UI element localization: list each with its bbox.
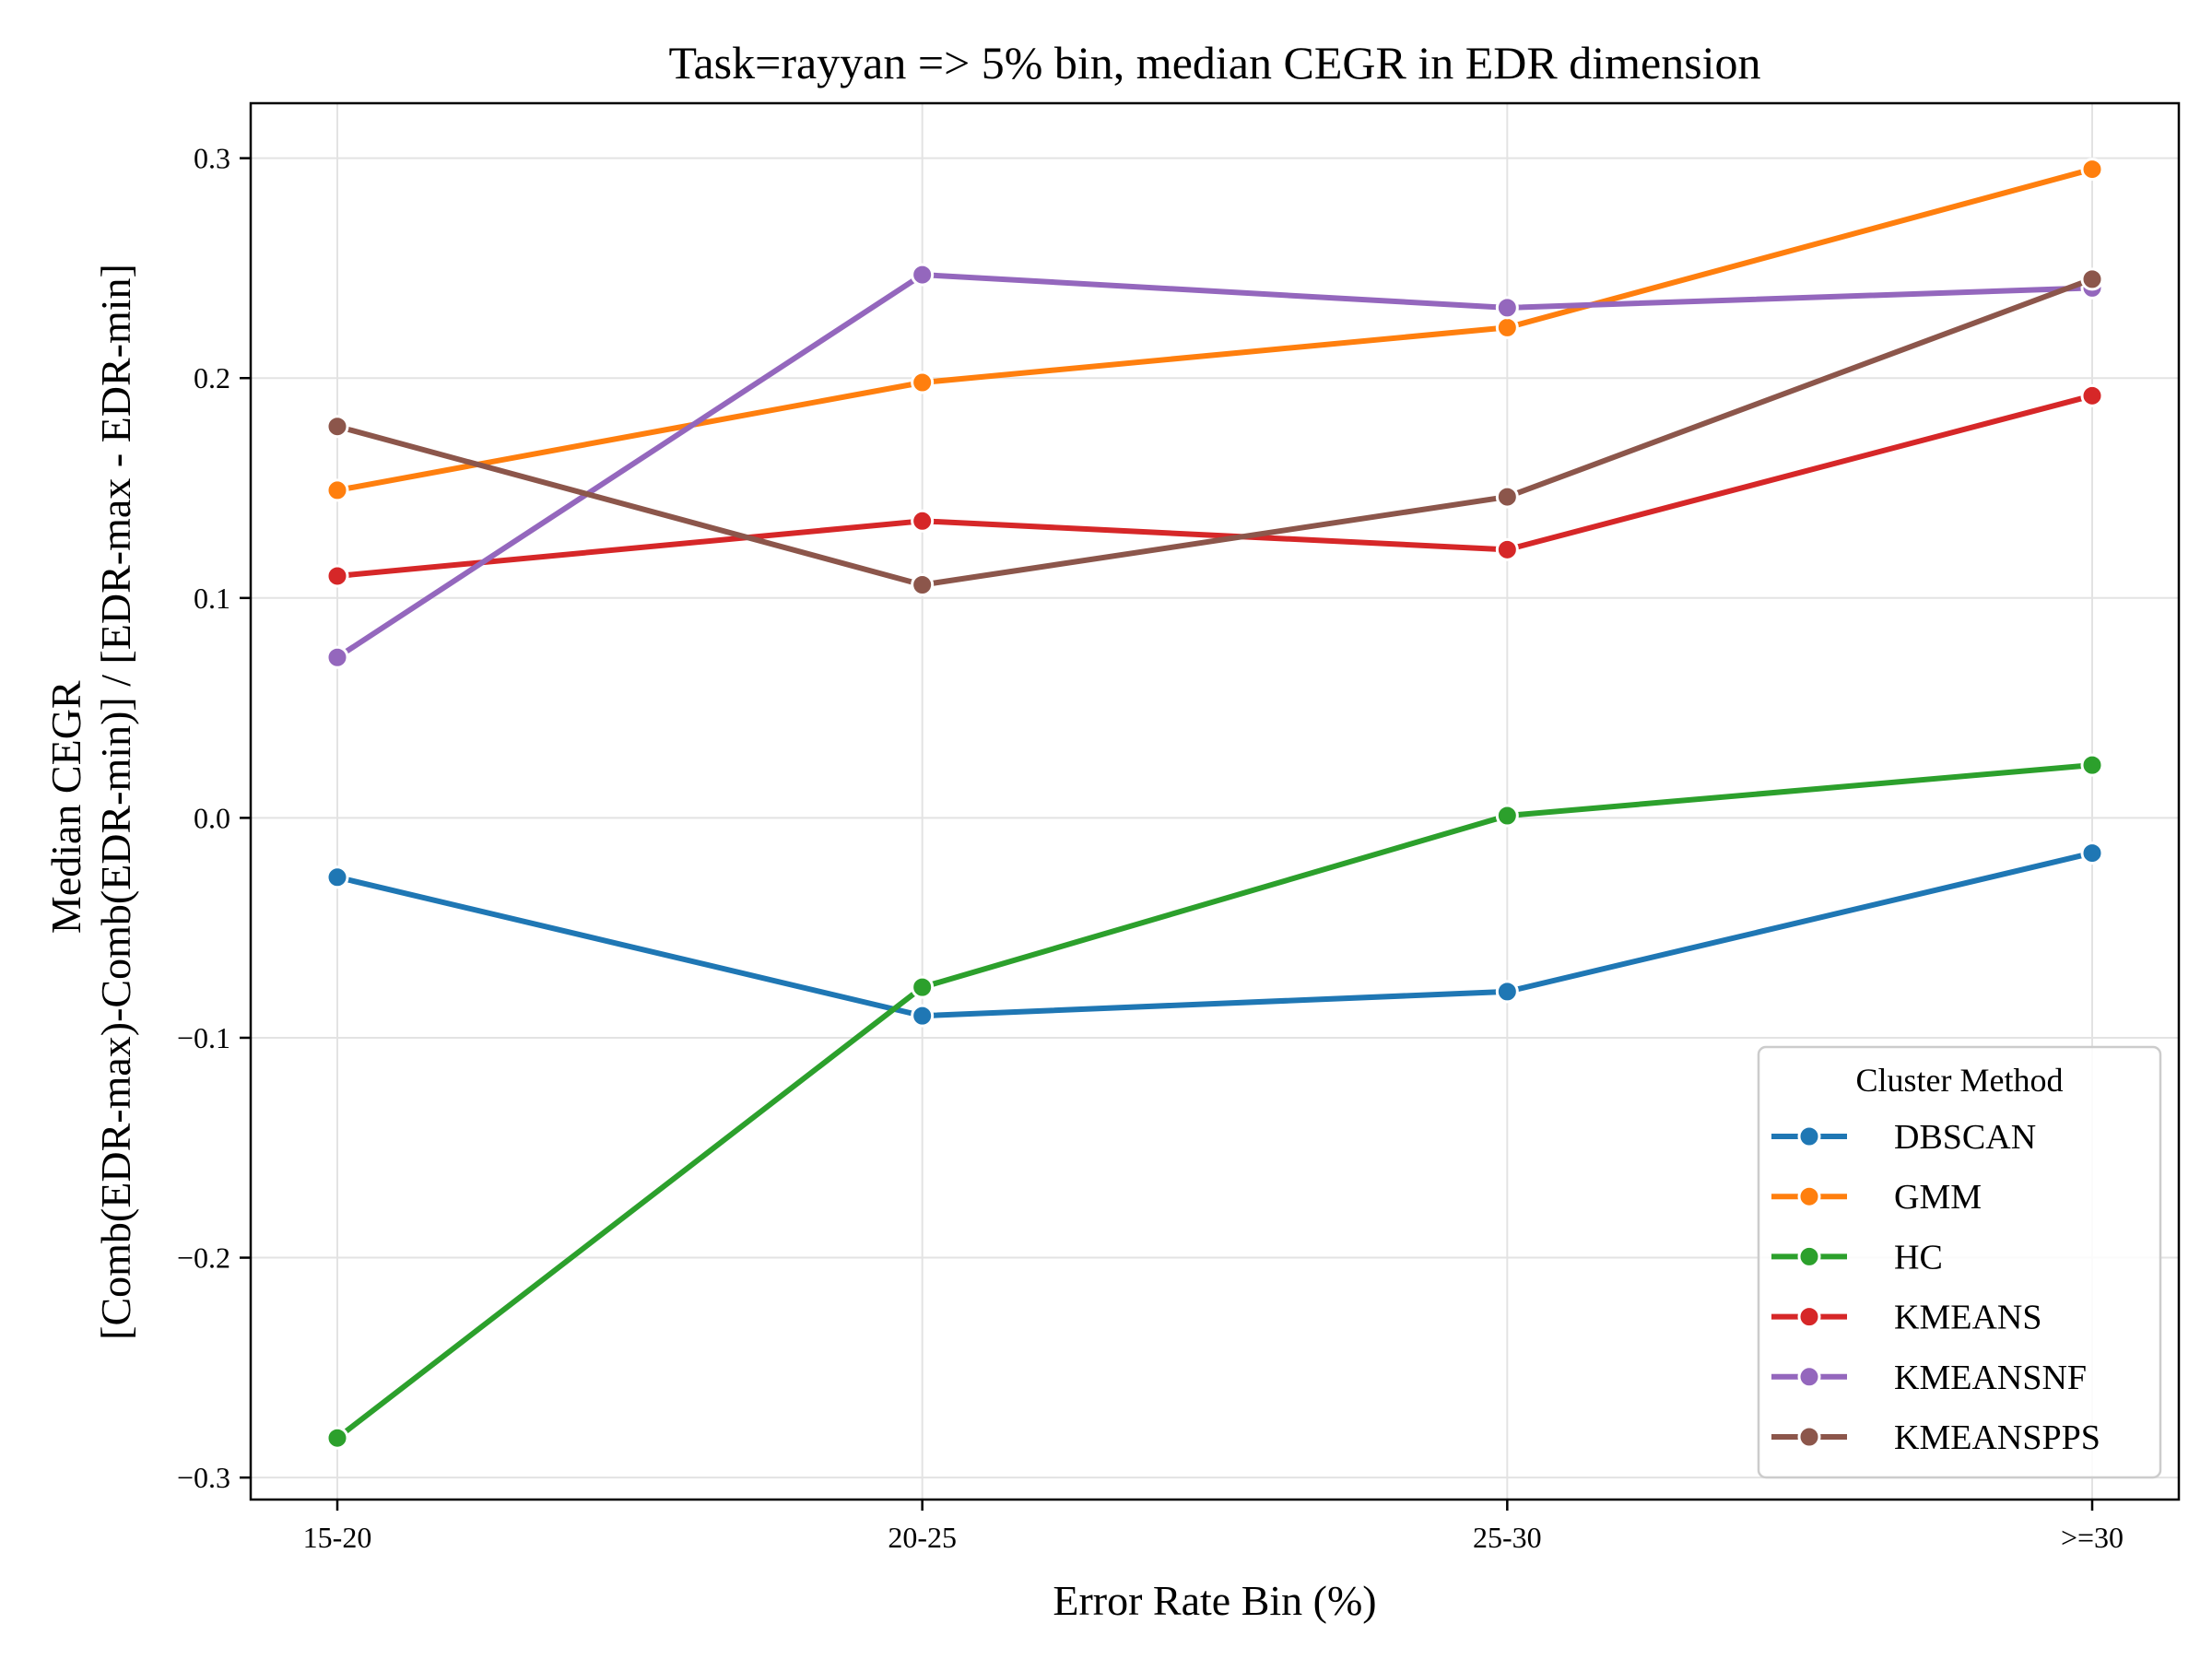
data-point-dbscan xyxy=(325,865,349,889)
data-point-gmm xyxy=(1495,315,1519,339)
data-point-kmeanspps xyxy=(1495,485,1519,509)
legend-entry-kmeans: KMEANS xyxy=(1771,1299,2041,1337)
legend-title: Cluster Method xyxy=(1856,1062,2064,1099)
legend-entry-gmm: GMM xyxy=(1771,1178,1982,1217)
legend-entry-kmeanspps: KMEANSPPS xyxy=(1771,1418,2100,1457)
data-point-kmeanspps xyxy=(911,572,935,596)
series-line-hc xyxy=(335,762,2095,1441)
y-tick-label: 0.2 xyxy=(194,361,230,394)
data-point-hc xyxy=(2080,753,2104,777)
y-tick-label: −0.2 xyxy=(177,1241,230,1275)
x-tick-label: 25-30 xyxy=(1473,1521,1542,1554)
data-point-kmeans xyxy=(2080,383,2104,407)
data-point-hc xyxy=(325,1426,349,1450)
data-point-gmm xyxy=(911,371,935,394)
series-line-kmeanspps xyxy=(335,276,2095,588)
data-point-dbscan xyxy=(2080,841,2104,865)
legend-label-kmeans: KMEANS xyxy=(1894,1299,2041,1337)
series-layer xyxy=(325,158,2104,1450)
y-tick-label: 0.1 xyxy=(194,582,230,615)
x-axis-label: Error Rate Bin (%) xyxy=(1053,1577,1376,1624)
data-point-kmeanspps xyxy=(2080,267,2104,291)
series-hc xyxy=(325,753,2104,1450)
legend-marker-gmm xyxy=(1797,1184,1821,1208)
series-line-kmeans xyxy=(335,393,2095,579)
series-kmeansnf xyxy=(325,263,2104,669)
y-tick-label: 0.3 xyxy=(194,142,230,175)
legend-entries: DBSCAN GMM HC KMEANS KMEANSNF KMEANSPPS xyxy=(1771,1118,2100,1457)
series-line-gmm xyxy=(335,166,2095,493)
data-point-kmeansnf xyxy=(911,263,935,287)
ticks: 15-20 20-25 25-30 >=30 −0.3 −0.2 −0.1 0.0 0.1 0.2… xyxy=(177,142,2124,1554)
x-tick-label: 15-20 xyxy=(303,1521,372,1554)
x-tick-label: 20-25 xyxy=(888,1521,957,1554)
data-point-kmeans xyxy=(911,509,935,533)
data-point-hc xyxy=(1495,804,1519,828)
series-kmeanspps xyxy=(325,267,2104,596)
plot-frame xyxy=(249,101,2181,1501)
data-point-kmeans xyxy=(325,564,349,588)
data-point-kmeanspps xyxy=(325,415,349,439)
data-point-kmeans xyxy=(1495,537,1519,561)
legend-label-kmeanspps: KMEANSPPS xyxy=(1894,1418,2100,1457)
data-point-kmeansnf xyxy=(1495,296,1519,320)
y-tick-label: −0.1 xyxy=(177,1021,230,1054)
series-dbscan xyxy=(325,841,2104,1028)
y-tick-label: −0.3 xyxy=(177,1461,230,1494)
legend-label-gmm: GMM xyxy=(1894,1178,1982,1217)
series-line-kmeansnf xyxy=(335,272,2095,661)
data-point-hc xyxy=(911,975,935,999)
data-point-dbscan xyxy=(1495,980,1519,1004)
legend-label-dbscan: DBSCAN xyxy=(1894,1118,2036,1157)
legend-box xyxy=(1757,1045,2162,1479)
y-axis-label-line-1: Median CEGR xyxy=(42,680,89,934)
legend-entry-hc: HC xyxy=(1771,1238,1943,1277)
legend: Cluster Method DBSCAN GMM HC KMEANS KMEANSNF… xyxy=(1757,1045,2162,1479)
y-axis-label: Median CEGR [Comb(EDR-max)-Comb(EDR-min)… xyxy=(42,264,139,1340)
data-point-kmeansnf xyxy=(325,645,349,669)
data-point-gmm xyxy=(325,478,349,502)
data-point-dbscan xyxy=(911,1004,935,1028)
y-axis-label-line-2: [Comb(EDR-max)-Comb(EDR-min)] / [EDR-max… xyxy=(92,264,139,1340)
series-gmm xyxy=(325,158,2104,502)
legend-label-kmeansnf: KMEANSNF xyxy=(1894,1359,2087,1397)
legend-entry-kmeansnf: KMEANSNF xyxy=(1771,1359,2087,1397)
legend-marker-kmeansnf xyxy=(1797,1365,1821,1389)
chart-title: Task=rayyan => 5% bin, median CEGR in ED… xyxy=(668,37,1760,88)
series-kmeans xyxy=(325,383,2104,588)
legend-label-hc: HC xyxy=(1894,1238,1943,1277)
data-point-gmm xyxy=(2080,158,2104,182)
legend-marker-kmeanspps xyxy=(1797,1425,1821,1449)
legend-entry-dbscan: DBSCAN xyxy=(1771,1118,2036,1157)
legend-marker-kmeans xyxy=(1797,1305,1821,1329)
series-line-dbscan xyxy=(335,850,2095,1019)
legend-marker-hc xyxy=(1797,1244,1821,1268)
y-tick-label: 0.0 xyxy=(194,801,230,834)
legend-marker-dbscan xyxy=(1797,1124,1821,1148)
x-tick-label: >=30 xyxy=(2061,1521,2124,1554)
